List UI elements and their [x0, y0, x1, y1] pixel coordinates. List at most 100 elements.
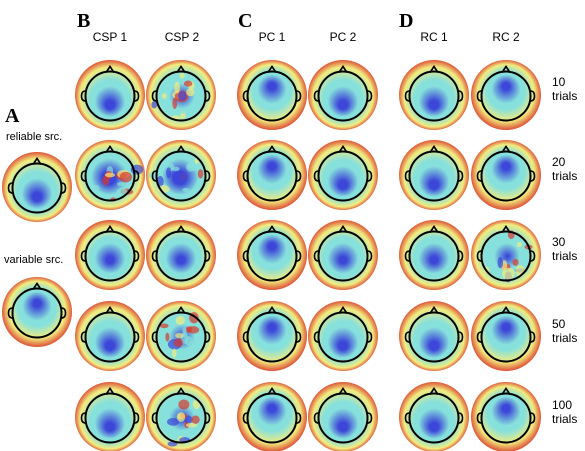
right-ear-mark: [530, 250, 536, 262]
right-ear-mark: [134, 412, 140, 424]
nose-mark: [338, 306, 348, 314]
right-ear-mark: [134, 170, 140, 182]
panel-letter-c: C: [238, 10, 253, 32]
head-outline: [480, 70, 532, 122]
right-ear-mark: [530, 90, 536, 102]
row-count: 100: [552, 398, 573, 412]
head-outline: [246, 311, 298, 363]
right-ear-mark: [61, 182, 67, 194]
scalp-map-csp2-row1: [146, 60, 216, 130]
nose-mark: [105, 65, 115, 73]
left-ear-mark: [404, 412, 410, 424]
nose-mark: [338, 225, 348, 233]
head-outline: [84, 392, 136, 444]
right-ear-mark: [134, 331, 140, 343]
right-ear-mark: [458, 250, 464, 262]
row-unit: trials: [552, 169, 578, 183]
scalp-map-pc2-row4: [308, 301, 378, 371]
right-ear-mark: [205, 331, 211, 343]
head-outline: [246, 70, 298, 122]
nose-mark: [501, 306, 511, 314]
left-ear-mark: [80, 331, 86, 343]
panel-letter-b: B: [77, 10, 91, 32]
scalp-map-rc1-row5: [399, 382, 469, 451]
scalp-map-rc2-row5: [471, 382, 541, 451]
nose-mark: [429, 387, 439, 395]
row-unit: trials: [552, 412, 578, 426]
left-ear-mark: [404, 90, 410, 102]
head-outline: [317, 230, 369, 282]
head-outline: [155, 311, 207, 363]
scalp-map-pc1-row5: [237, 382, 307, 451]
scalp-map-rc1-row4: [399, 301, 469, 371]
column-label-pc1: PC 1: [258, 30, 286, 44]
noise-pattern: [159, 312, 200, 358]
source-map-variable: [2, 277, 72, 347]
scalp-map-csp2-row3: [146, 220, 216, 290]
nose-mark: [501, 225, 511, 233]
head-outline: [155, 392, 207, 444]
row-count: 10: [552, 75, 566, 89]
right-ear-mark: [530, 170, 536, 182]
left-ear-mark: [476, 90, 482, 102]
noise-pattern: [153, 399, 201, 447]
nose-mark: [176, 225, 186, 233]
nose-mark: [267, 65, 277, 73]
row-unit: trials: [552, 249, 578, 263]
nose-mark: [429, 65, 439, 73]
row-label-10: 10 trials: [552, 75, 577, 103]
head-outline: [246, 150, 298, 202]
right-ear-mark: [296, 331, 302, 343]
head-outline: [246, 392, 298, 444]
right-ear-mark: [61, 307, 67, 319]
right-ear-mark: [458, 331, 464, 343]
scalp-map-csp1-row3: [75, 220, 145, 290]
right-ear-mark: [296, 250, 302, 262]
head-outline: [480, 150, 532, 202]
right-ear-mark: [530, 412, 536, 424]
column-label-rc1: RC 1: [420, 30, 448, 44]
left-ear-mark: [242, 170, 248, 182]
left-ear-mark: [476, 250, 482, 262]
right-ear-mark: [134, 250, 140, 262]
left-ear-mark: [80, 170, 86, 182]
head-outline: [155, 150, 207, 202]
right-ear-mark: [205, 250, 211, 262]
nose-mark: [105, 306, 115, 314]
scalp-map-pc1-row4: [237, 301, 307, 371]
left-ear-mark: [476, 331, 482, 343]
head-outline: [246, 230, 298, 282]
left-ear-mark: [404, 250, 410, 262]
nose-mark: [267, 306, 277, 314]
nose-mark: [267, 145, 277, 153]
scalp-map-rc1-row3: [399, 220, 469, 290]
scalp-map-csp1-row2: [75, 140, 145, 210]
scalp-map-pc1-row2: [237, 140, 307, 210]
head-outline: [84, 311, 136, 363]
left-ear-mark: [313, 331, 319, 343]
scalp-map-csp2-row5: [146, 382, 216, 451]
row-unit: trials: [552, 331, 578, 345]
nose-mark: [267, 225, 277, 233]
scalp-map-csp2-row4: [146, 301, 216, 371]
source-label-variable: variable src.: [4, 254, 64, 266]
scalp-map-csp1-row4: [75, 301, 145, 371]
row-label-100: 100 trials: [552, 398, 577, 426]
row-count: 30: [552, 235, 566, 249]
head-outline: [408, 392, 460, 444]
scalp-map-csp1-row1: [75, 60, 145, 130]
head-outline: [317, 392, 369, 444]
head-outline: [84, 230, 136, 282]
left-ear-mark: [151, 250, 157, 262]
row-count: 20: [552, 155, 566, 169]
nose-mark: [105, 387, 115, 395]
right-ear-mark: [367, 250, 373, 262]
nose-mark: [429, 145, 439, 153]
nose-mark: [338, 145, 348, 153]
right-ear-mark: [458, 412, 464, 424]
head-outline: [408, 230, 460, 282]
head-outline: [84, 150, 136, 202]
right-ear-mark: [530, 331, 536, 343]
nose-mark: [501, 65, 511, 73]
nose-mark: [176, 65, 186, 73]
